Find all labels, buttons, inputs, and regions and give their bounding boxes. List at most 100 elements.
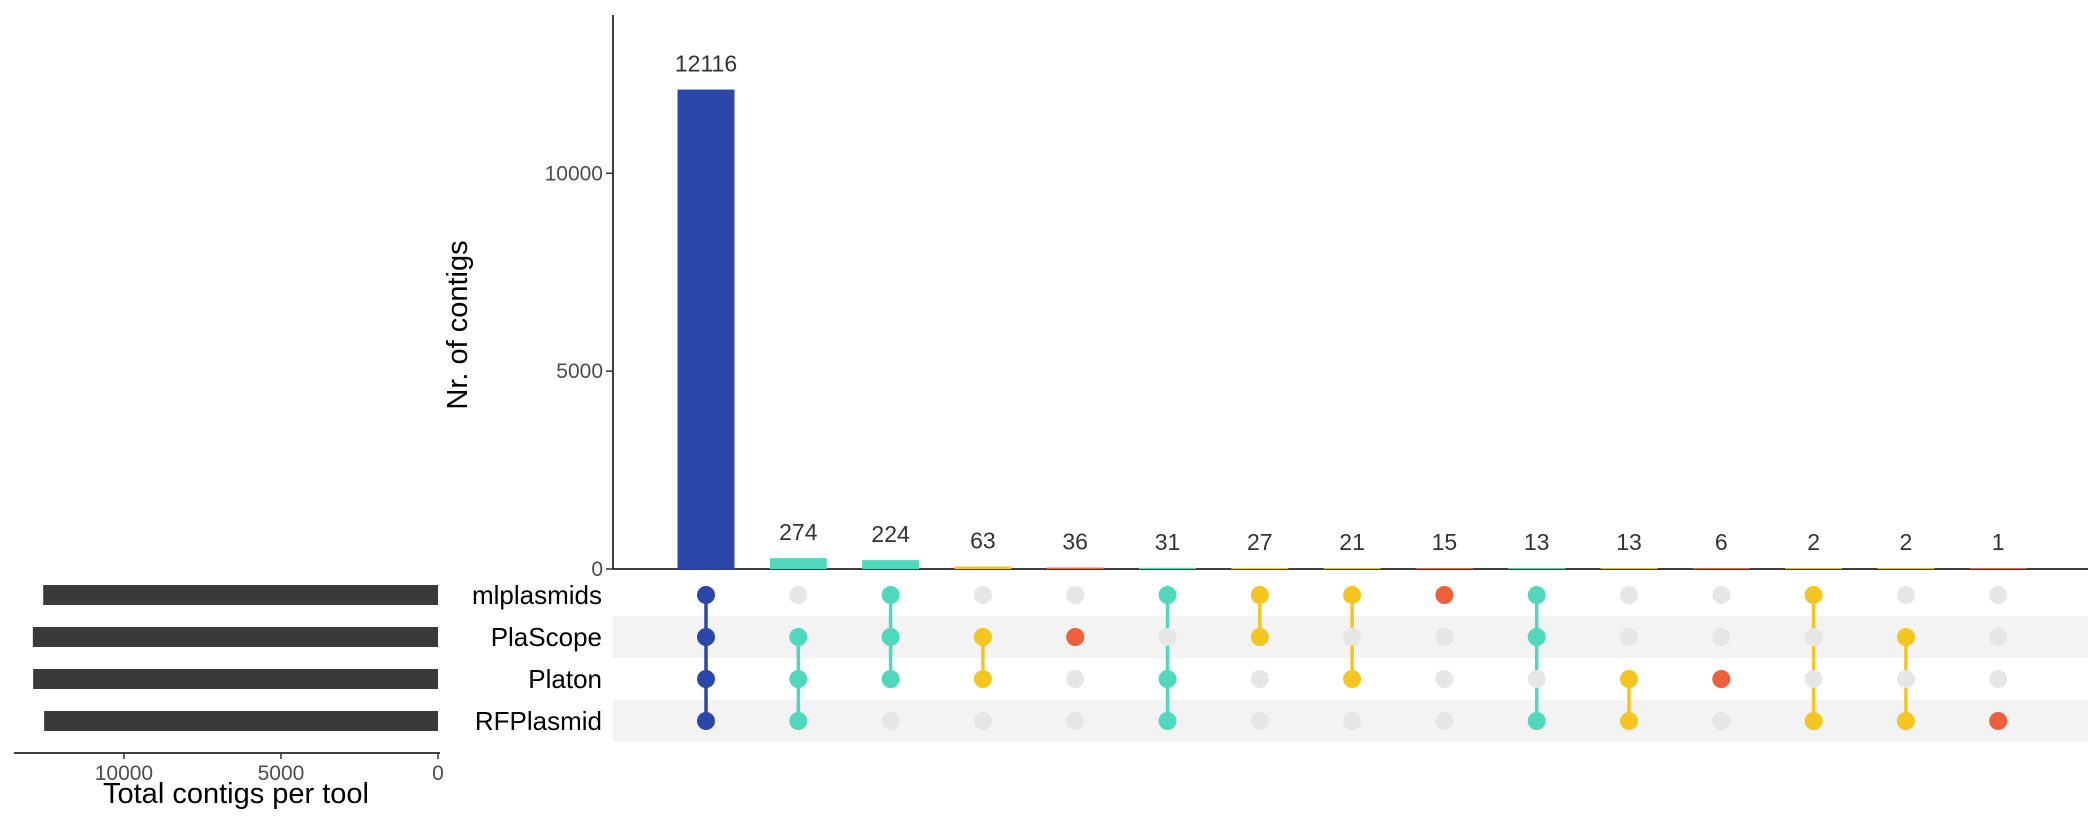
matrix-dot-active bbox=[789, 670, 808, 688]
set-size-axis-title: Total contigs per tool bbox=[103, 778, 369, 810]
matrix-dot-active bbox=[1527, 628, 1546, 646]
matrix-dot-inactive bbox=[1712, 712, 1731, 730]
matrix-dot-inactive bbox=[1343, 712, 1362, 730]
matrix-dot-active bbox=[697, 628, 715, 646]
intersection-count-label: 2 bbox=[1900, 529, 1913, 555]
matrix-dot-inactive bbox=[1804, 670, 1823, 688]
matrix-dot-active bbox=[973, 670, 992, 688]
set-size-panel: 10000 5000 0 bbox=[14, 585, 444, 785]
matrix-dot-inactive bbox=[789, 586, 808, 604]
y-tick-label: 5000 bbox=[556, 360, 603, 383]
set-label-plascope: PlaScope bbox=[491, 622, 602, 652]
matrix-dot-inactive bbox=[1343, 628, 1362, 646]
intersection-count-label: 27 bbox=[1247, 529, 1273, 555]
intersection-bars bbox=[677, 89, 2027, 569]
matrix-dot-inactive bbox=[1896, 670, 1915, 688]
intersection-bar bbox=[1323, 568, 1381, 569]
intersection-count-label: 1 bbox=[1992, 529, 2005, 555]
intersection-bar bbox=[862, 560, 920, 569]
matrix-dot-inactive bbox=[1989, 586, 2008, 604]
intersection-bar bbox=[1139, 567, 1196, 569]
matrix-dot-active bbox=[1712, 670, 1731, 688]
matrix-dot-inactive bbox=[1804, 628, 1823, 646]
matrix-dot-active bbox=[789, 712, 808, 730]
intersection-bar bbox=[1508, 568, 1566, 569]
intersection-bar bbox=[1692, 568, 1750, 569]
matrix-dot-active bbox=[881, 586, 900, 604]
set-size-bar-mlplasmids bbox=[43, 585, 438, 605]
matrix-dot-inactive bbox=[1066, 586, 1085, 604]
matrix-dot-inactive bbox=[1250, 670, 1269, 688]
intersection-count-label: 6 bbox=[1715, 529, 1728, 555]
y-axis-title: Nr. of contigs bbox=[442, 240, 474, 409]
matrix-dot-inactive bbox=[1620, 586, 1638, 604]
matrix-dot-active bbox=[1343, 670, 1362, 688]
intersection-count-label: 36 bbox=[1062, 529, 1088, 555]
intersection-bar bbox=[677, 89, 735, 569]
matrix-dot-active bbox=[1804, 712, 1823, 730]
intersection-bar bbox=[1415, 568, 1473, 569]
matrix-dot-inactive bbox=[1896, 586, 1915, 604]
set-size-tick-label: 5000 bbox=[258, 762, 305, 785]
matrix-dot-inactive bbox=[1527, 670, 1546, 688]
intersection-bar bbox=[1969, 568, 2027, 569]
intersection-count-label: 31 bbox=[1155, 529, 1181, 555]
matrix-dot-active bbox=[1158, 586, 1177, 604]
intersection-count-label: 274 bbox=[779, 519, 818, 545]
axes: 0 5000 10000 bbox=[545, 15, 2088, 581]
intersection-count-label: 15 bbox=[1432, 529, 1458, 555]
matrix-dot-active bbox=[1158, 670, 1177, 688]
intersection-count-label: 12116 bbox=[675, 51, 737, 77]
matrix-dot-inactive bbox=[1435, 712, 1454, 730]
set-size-bar-rfplasmid bbox=[44, 711, 438, 731]
set-size-tick-label: 0 bbox=[432, 762, 444, 785]
intersection-count-label: 2 bbox=[1807, 529, 1820, 555]
matrix-dot-active bbox=[697, 586, 715, 604]
matrix-dot-inactive bbox=[1435, 628, 1454, 646]
matrix-dot-active bbox=[697, 670, 715, 688]
intersection-bar bbox=[1785, 568, 1843, 569]
intersection-count-label: 13 bbox=[1524, 529, 1550, 555]
set-size-bar-plascope bbox=[32, 627, 438, 647]
matrix-dot-active bbox=[789, 628, 808, 646]
intersection-matrix bbox=[697, 586, 2008, 730]
matrix-dot-active bbox=[1250, 628, 1269, 646]
matrix-dot-active bbox=[881, 628, 900, 646]
intersection-bar bbox=[1600, 568, 1658, 569]
matrix-dot-active bbox=[697, 712, 715, 730]
set-label-mlplasmids: mlplasmids bbox=[472, 580, 602, 610]
intersection-count-label: 13 bbox=[1616, 529, 1642, 555]
matrix-dot-inactive bbox=[881, 712, 900, 730]
matrix-dot-active bbox=[1527, 586, 1546, 604]
set-size-bar-platon bbox=[33, 669, 439, 689]
matrix-dot-active bbox=[1066, 628, 1085, 646]
matrix-dot-active bbox=[1896, 712, 1915, 730]
matrix-dot-active bbox=[973, 628, 992, 646]
matrix-dot-active bbox=[1343, 586, 1362, 604]
matrix-dot-inactive bbox=[1066, 712, 1085, 730]
matrix-dot-inactive bbox=[1712, 586, 1731, 604]
matrix-dot-active bbox=[1896, 628, 1915, 646]
matrix-dot-active bbox=[1620, 712, 1638, 730]
matrix-dot-inactive bbox=[1620, 628, 1638, 646]
intersection-bar bbox=[1877, 568, 1935, 569]
matrix-dot-active bbox=[1158, 712, 1177, 730]
matrix-dot-inactive bbox=[1250, 712, 1269, 730]
matrix-dot-inactive bbox=[973, 712, 992, 730]
matrix-dot-inactive bbox=[1066, 670, 1085, 688]
matrix-dot-inactive bbox=[1989, 670, 2008, 688]
matrix-dot-active bbox=[1804, 586, 1823, 604]
matrix-dot-active bbox=[881, 670, 900, 688]
matrix-dot-inactive bbox=[1435, 670, 1454, 688]
set-label-rfplasmid: RFPlasmid bbox=[475, 706, 602, 736]
y-tick-label: 10000 bbox=[545, 162, 603, 185]
matrix-dot-active bbox=[1250, 586, 1269, 604]
matrix-dot-active bbox=[1435, 586, 1454, 604]
set-label-platon: Platon bbox=[528, 664, 602, 694]
matrix-dot-active bbox=[1620, 670, 1638, 688]
intersection-bar bbox=[1231, 567, 1289, 569]
matrix-dot-active bbox=[1527, 712, 1546, 730]
matrix-dot-active bbox=[1989, 712, 2008, 730]
